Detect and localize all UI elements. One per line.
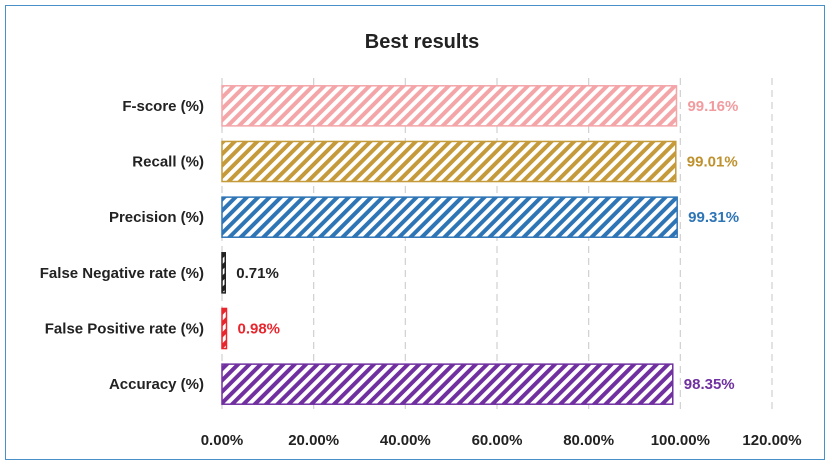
bar-1: [221, 140, 677, 183]
bar-2: [221, 196, 678, 238]
data-label-3: 0.71%: [236, 265, 279, 282]
category-label-1: Recall (%): [132, 154, 204, 171]
category-labels: F-score (%) Recall (%) Precision (%) False …: [40, 98, 204, 393]
bar-4: [221, 307, 228, 350]
x-tick-label-3: 60.00%: [472, 432, 523, 449]
data-labels: 99.16% 99.01% 99.31% 0.71% 0.98% 98.35%: [236, 98, 739, 393]
data-label-1: 99.01%: [687, 154, 738, 171]
x-tick-labels: 0.00% 20.00% 40.00% 60.00% 80.00% 100.00% 120.…: [201, 432, 802, 449]
x-tick-label-5: 100.00%: [651, 432, 710, 449]
x-tick-label-1: 20.00%: [288, 432, 339, 449]
x-tick-label-6: 120.00%: [742, 432, 801, 449]
gridlines: [221, 78, 773, 412]
data-label-4: 0.98%: [237, 321, 280, 338]
chart-title: Best results: [365, 31, 480, 53]
bars: [221, 85, 678, 405]
category-label-2: Precision (%): [109, 209, 204, 226]
bar-5: [221, 363, 674, 405]
category-label-4: False Positive rate (%): [45, 321, 204, 338]
bar-3: [221, 252, 227, 294]
data-label-5: 98.35%: [684, 376, 735, 393]
x-tick-label-2: 40.00%: [380, 432, 431, 449]
x-tick-label-4: 80.00%: [563, 432, 614, 449]
data-label-0: 99.16%: [687, 98, 738, 115]
category-label-3: False Negative rate (%): [40, 265, 204, 282]
data-label-2: 99.31%: [688, 209, 739, 226]
x-tick-label-0: 0.00%: [201, 432, 244, 449]
category-label-0: F-score (%): [122, 98, 204, 115]
bar-0: [221, 85, 678, 127]
category-label-5: Accuracy (%): [109, 376, 204, 393]
